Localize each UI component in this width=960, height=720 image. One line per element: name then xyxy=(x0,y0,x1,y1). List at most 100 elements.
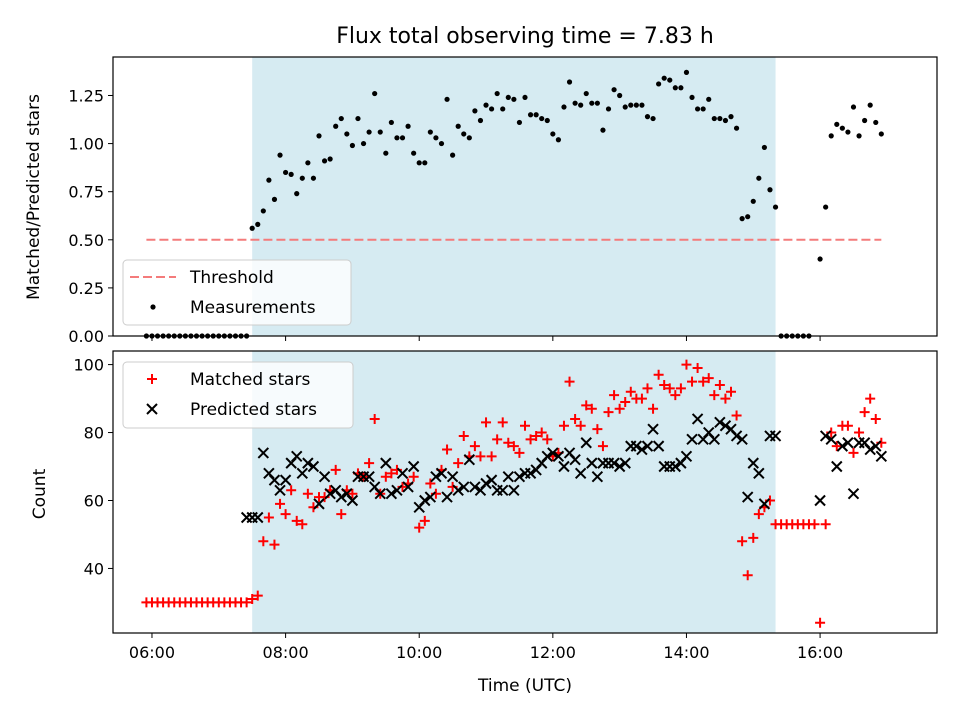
matched-stars-point xyxy=(286,485,297,496)
measurements-point xyxy=(516,119,523,126)
matched-stars-point xyxy=(503,437,514,448)
matched-stars-point xyxy=(692,362,703,373)
predicted-stars-point xyxy=(608,457,620,469)
matched-stars-point xyxy=(815,617,826,628)
measurements-point xyxy=(750,198,756,204)
matched-stars-point xyxy=(726,386,736,397)
predicted-stars-point xyxy=(547,447,559,459)
measurements-point xyxy=(305,160,311,166)
matched-stars-point xyxy=(670,390,681,401)
predicted-stars-point xyxy=(864,443,876,456)
measurements-point xyxy=(288,171,294,177)
measurements-point xyxy=(527,112,534,118)
measurements-point xyxy=(617,92,623,99)
measurements-point xyxy=(266,177,272,183)
predicted-stars-point xyxy=(552,450,565,463)
predicted-stars-point xyxy=(513,471,526,483)
matched-stars-point xyxy=(364,458,375,469)
measurements-point xyxy=(867,102,873,108)
matched-stars-point xyxy=(625,386,636,397)
matched-stars-point xyxy=(458,430,469,441)
measurements-point xyxy=(656,81,662,87)
predicted-stars-point xyxy=(747,457,759,469)
measurements-point xyxy=(461,131,467,137)
predicted-stars-point xyxy=(814,494,826,507)
predicted-stars-point xyxy=(736,433,748,446)
measurements-point xyxy=(717,115,723,122)
measurements-point xyxy=(522,94,528,101)
x-tick-label: 08:00 xyxy=(263,643,309,662)
measurements-point xyxy=(310,175,317,181)
measurements-point xyxy=(633,102,639,108)
measurements-point xyxy=(377,129,383,135)
measurements-point xyxy=(845,129,851,135)
matched-stars-point xyxy=(347,488,358,499)
bottom-axes-frame xyxy=(112,350,938,634)
predicted-stars-point xyxy=(508,484,520,497)
predicted-stars-point xyxy=(842,437,854,449)
matched-stars-point xyxy=(419,515,430,526)
matched-stars-point xyxy=(542,434,553,445)
predicted-stars-point xyxy=(719,420,732,432)
measurements-point xyxy=(694,106,701,112)
matched-stars-point xyxy=(809,519,820,530)
x-tick-label: 14:00 xyxy=(663,643,709,662)
matched-stars-point xyxy=(859,407,870,418)
predicted-stars-point xyxy=(296,467,309,480)
legend-box xyxy=(122,361,354,429)
matched-stars-point xyxy=(280,509,291,520)
predicted-stars-point xyxy=(524,467,537,480)
predicted-stars-point xyxy=(769,430,782,442)
predicted-stars-point xyxy=(257,447,270,459)
measurements-point xyxy=(394,135,400,141)
matched-stars-point xyxy=(714,379,725,390)
measurements-point xyxy=(611,87,617,93)
predicted-stars-point xyxy=(831,460,843,473)
predicted-stars-point xyxy=(424,491,437,503)
measurements-point xyxy=(255,221,261,227)
legend-measurements-label: Measurements xyxy=(190,298,316,318)
matched-stars-point xyxy=(731,410,742,421)
matched-stars-point xyxy=(603,407,614,418)
matched-stars-point xyxy=(597,441,608,452)
measurements-point xyxy=(383,150,389,156)
matched-stars-point xyxy=(636,393,647,404)
measurements-point xyxy=(873,119,879,126)
measurements-point xyxy=(472,108,478,114)
matched-stars-point xyxy=(737,536,748,547)
measurements-point xyxy=(834,121,840,127)
matched-stars-point xyxy=(302,488,313,499)
matched-stars-point xyxy=(475,451,486,462)
predicted-stars-point xyxy=(819,430,832,442)
matched-stars-point xyxy=(469,441,480,452)
bottom-y-tick-label: 40 xyxy=(84,559,104,578)
x-tick-label: 16:00 xyxy=(797,643,843,662)
matched-stars-point xyxy=(481,417,492,428)
measurements-point xyxy=(878,131,884,137)
predicted-stars-point xyxy=(318,471,331,483)
measurements-point xyxy=(333,123,339,129)
matched-stars-point xyxy=(442,444,453,455)
measurements-point xyxy=(422,160,428,166)
matched-stars-point xyxy=(648,403,659,414)
measurements-point xyxy=(862,117,868,124)
measurements-point xyxy=(316,133,322,139)
x-axis-label: Time (UTC) xyxy=(477,676,572,696)
matched-stars-point xyxy=(269,539,280,550)
measurements-point xyxy=(772,204,779,210)
matched-stars-point xyxy=(720,393,731,404)
measurements-point xyxy=(372,90,378,97)
matched-stars-point xyxy=(453,458,464,469)
measurements-point xyxy=(839,125,845,131)
matched-stars-point xyxy=(870,413,881,424)
matched-stars-point xyxy=(575,420,586,431)
top-y-tick-label: 0.25 xyxy=(68,279,104,298)
top-y-tick-label: 1.00 xyxy=(68,135,104,154)
matched-stars-point xyxy=(703,373,714,384)
predicted-stars-point xyxy=(268,474,281,486)
predicted-stars-point xyxy=(313,498,325,510)
matched-stars-point xyxy=(842,420,853,431)
measurements-point xyxy=(850,104,857,110)
measurements-point xyxy=(249,225,255,231)
matched-stars-point xyxy=(558,420,569,431)
